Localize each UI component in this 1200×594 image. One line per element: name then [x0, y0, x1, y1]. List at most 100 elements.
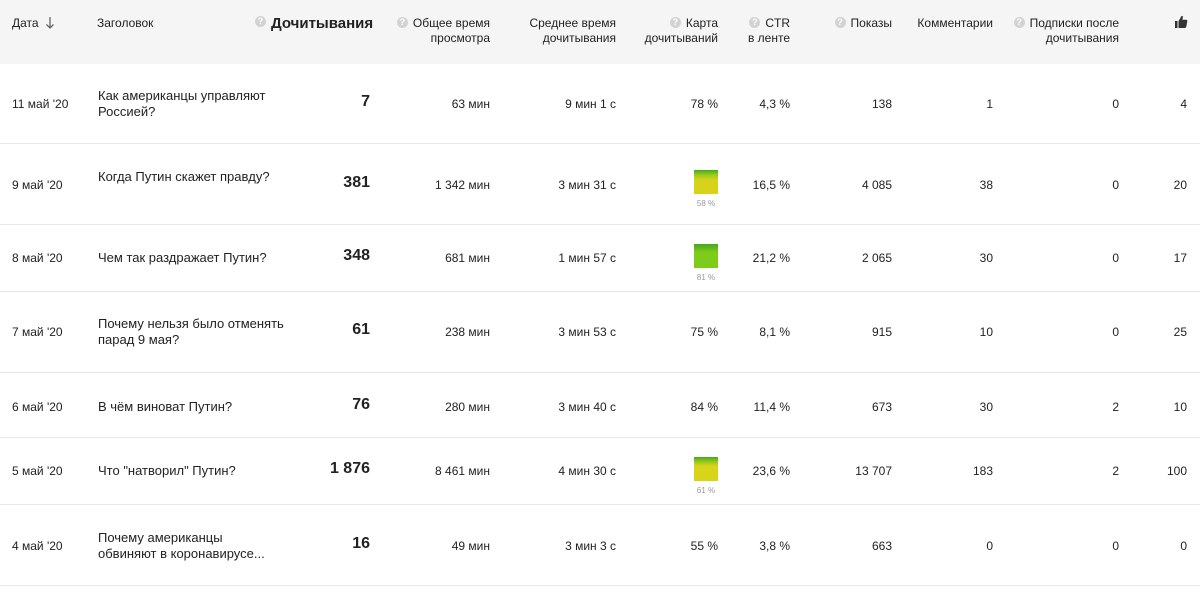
- read-map-bar[interactable]: 58 %: [694, 170, 718, 208]
- column-avg-time-label-2: дочитывания: [542, 31, 616, 45]
- read-map-percent: 61 %: [696, 486, 716, 495]
- row-total-time: 63 мин: [451, 97, 490, 111]
- read-map-fill: [694, 170, 718, 194]
- column-avg-time[interactable]: Среднее время дочитывания: [506, 16, 616, 46]
- row-comments: 30: [979, 251, 993, 265]
- row-views: 663: [871, 539, 892, 553]
- table-row[interactable]: 6 май '20 В чём виноват Путин? 76 280 ми…: [0, 373, 1200, 438]
- row-ctr: 3,8 %: [759, 539, 790, 553]
- row-reads: 61: [352, 321, 370, 338]
- row-views: 915: [871, 325, 892, 339]
- column-comments[interactable]: Комментарии: [893, 16, 993, 31]
- row-total-time: 681 мин: [445, 251, 490, 265]
- table-row[interactable]: 5 май '20 Что "натворил" Путин? 1 876 8 …: [0, 438, 1200, 505]
- row-ctr: 16,5 %: [752, 178, 790, 192]
- row-reads: 348: [343, 247, 370, 264]
- help-icon[interactable]: ?: [749, 17, 761, 28]
- row-title-link[interactable]: Когда Путин скажет правду?: [98, 169, 270, 184]
- row-ctr: 4,3 %: [759, 97, 790, 111]
- row-subscriptions: 0: [1112, 539, 1119, 553]
- row-title-link[interactable]: Почему нельзя было отменять парад 9 мая?: [98, 316, 284, 347]
- column-ctr[interactable]: ? CTR в ленте: [720, 16, 790, 46]
- row-subscriptions: 0: [1112, 251, 1119, 265]
- row-likes: 25: [1173, 325, 1187, 339]
- read-map-bar[interactable]: 61 %: [694, 457, 718, 495]
- row-likes: 0: [1180, 539, 1187, 553]
- row-date: 8 май '20: [12, 251, 63, 265]
- thumbs-up-icon: [1174, 15, 1188, 32]
- row-map-value: 84 %: [690, 400, 718, 414]
- row-title-link[interactable]: В чём виноват Путин?: [98, 399, 233, 414]
- column-map-label-2: дочитываний: [644, 31, 718, 45]
- row-reads: 381: [343, 174, 370, 191]
- row-title-link[interactable]: Как американцы управляют Россией?: [98, 88, 266, 119]
- help-icon[interactable]: ?: [255, 16, 266, 27]
- column-total-time[interactable]: ? Общее время просмотра: [380, 16, 490, 46]
- row-title-link[interactable]: Чем так раздражает Путин?: [98, 250, 267, 265]
- help-icon[interactable]: ?: [1013, 17, 1025, 28]
- help-icon[interactable]: ?: [834, 17, 846, 28]
- table-row[interactable]: 8 май '20 Чем так раздражает Путин? 348 …: [0, 225, 1200, 292]
- row-likes: 20: [1173, 178, 1187, 192]
- row-title-link[interactable]: Почему американцы обвиняют в коронавирус…: [98, 530, 265, 561]
- row-avg-time: 3 мин 40 с: [558, 400, 616, 414]
- row-likes: 17: [1173, 251, 1187, 265]
- column-views-label: Показы: [850, 16, 892, 30]
- row-total-time: 8 461 мин: [435, 464, 490, 478]
- read-map-bar[interactable]: 81 %: [694, 244, 718, 282]
- row-comments: 30: [979, 400, 993, 414]
- row-views: 2 065: [861, 251, 892, 265]
- row-avg-time: 1 мин 57 с: [558, 251, 616, 265]
- row-subscriptions: 0: [1112, 97, 1119, 111]
- table-row[interactable]: 7 май '20 Почему нельзя было отменять па…: [0, 292, 1200, 373]
- row-total-time: 49 мин: [451, 539, 490, 553]
- row-likes: 4: [1180, 97, 1187, 111]
- column-date[interactable]: Дата: [12, 16, 55, 34]
- column-reads[interactable]: ? Дочитывания: [255, 15, 373, 33]
- table-row[interactable]: 4 май '20 Почему американцы обвиняют в к…: [0, 505, 1200, 586]
- row-subscriptions: 0: [1112, 178, 1119, 192]
- row-date: 4 май '20: [12, 539, 63, 553]
- column-map-label-1: Карта: [685, 16, 718, 30]
- table-row[interactable]: 9 май '20 Когда Путин скажет правду? 381…: [0, 144, 1200, 225]
- column-subscriptions-label-2: дочитывания: [1045, 31, 1119, 45]
- row-avg-time: 3 мин 3 с: [565, 539, 616, 553]
- row-reads: 16: [352, 535, 370, 552]
- row-likes: 100: [1166, 464, 1187, 478]
- table-row[interactable]: 11 май '20 Как американцы управляют Росс…: [0, 64, 1200, 144]
- sort-down-icon[interactable]: [45, 16, 55, 34]
- column-likes[interactable]: [1174, 15, 1188, 33]
- column-subscriptions-label-1: Подписки после: [1029, 16, 1119, 30]
- help-icon[interactable]: ?: [396, 17, 408, 28]
- row-comments: 10: [979, 325, 993, 339]
- column-views[interactable]: ? Показы: [812, 16, 892, 31]
- column-total-time-label-1: Общее время: [412, 16, 490, 30]
- column-title-label: Заголовок: [97, 16, 154, 30]
- column-ctr-label-1: CTR: [765, 16, 790, 30]
- row-views: 138: [871, 97, 892, 111]
- column-total-time-label-2: просмотра: [430, 31, 490, 45]
- row-avg-time: 4 мин 30 с: [558, 464, 616, 478]
- row-reads: 1 876: [329, 460, 370, 477]
- column-comments-label: Комментарии: [917, 16, 993, 30]
- row-subscriptions: 2: [1112, 464, 1119, 478]
- column-map[interactable]: ? Карта дочитываний: [628, 16, 718, 46]
- row-reads: 7: [361, 93, 370, 110]
- read-map-percent: 58 %: [696, 199, 716, 208]
- row-map-value: 75 %: [690, 325, 718, 339]
- row-total-time: 238 мин: [445, 325, 490, 339]
- row-views: 4 085: [861, 178, 892, 192]
- column-date-label: Дата: [12, 16, 39, 30]
- read-map-fill: [694, 244, 718, 268]
- row-total-time: 280 мин: [445, 400, 490, 414]
- row-title-link[interactable]: Что "натворил" Путин?: [98, 463, 236, 478]
- column-subscriptions[interactable]: ? Подписки после дочитывания: [999, 16, 1119, 46]
- row-ctr: 23,6 %: [752, 464, 790, 478]
- row-date: 9 май '20: [12, 178, 63, 192]
- column-title[interactable]: Заголовок: [97, 16, 153, 31]
- row-subscriptions: 2: [1112, 400, 1119, 414]
- column-reads-label: Дочитывания: [271, 15, 374, 32]
- row-comments: 1: [986, 97, 993, 111]
- read-map-percent: 81 %: [696, 273, 716, 282]
- help-icon[interactable]: ?: [669, 17, 681, 28]
